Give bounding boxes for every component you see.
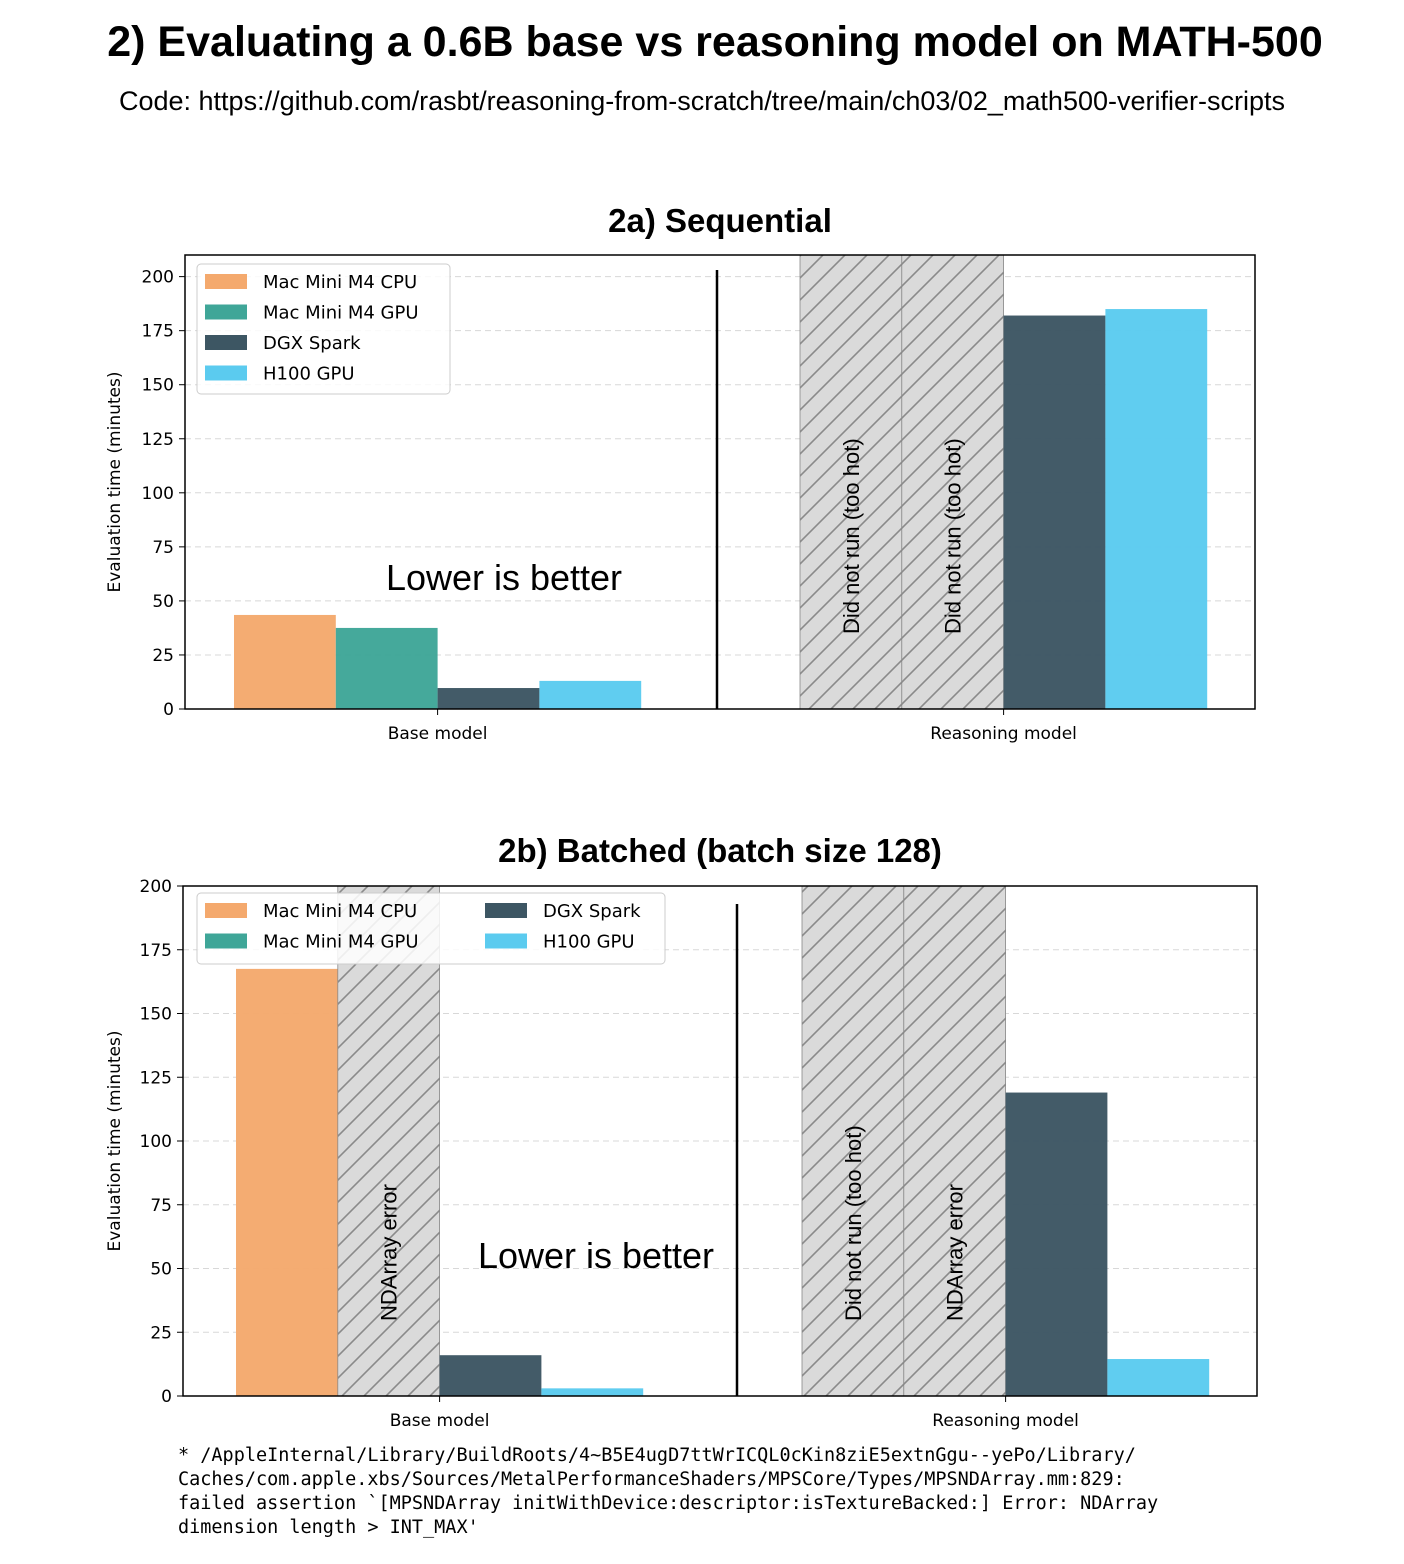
- y-tick-label: 125: [142, 430, 174, 450]
- bar: [1005, 1092, 1108, 1396]
- legend-swatch: [205, 335, 247, 350]
- chart-title: 2a) Sequential: [608, 202, 832, 239]
- legend-label: H100 GPU: [543, 932, 635, 953]
- bar: [439, 1355, 542, 1396]
- bar-annotation: NDArray error: [943, 1184, 968, 1321]
- y-tick-label: 200: [142, 268, 174, 288]
- y-tick-label: 175: [140, 941, 172, 961]
- y-tick-label: 0: [161, 1387, 172, 1407]
- y-tick-label: 100: [140, 1132, 172, 1152]
- legend-swatch: [205, 304, 247, 320]
- bar-annotation: Did not run (too hot): [841, 1125, 866, 1321]
- bar: [234, 614, 336, 709]
- y-tick-label: 75: [152, 538, 174, 558]
- bar: [539, 680, 642, 709]
- legend-swatch: [485, 933, 527, 949]
- chart-1: 2a) Sequential 0 25 50 75 100 125 150 175 200 Eval…: [105, 202, 1256, 744]
- legend-label: Mac Mini M4 CPU: [263, 901, 417, 922]
- axes-frame: [182, 885, 1258, 1397]
- bar: [1105, 309, 1208, 709]
- legend-swatch: [485, 903, 527, 918]
- x-tick-label: Reasoning model: [930, 724, 1077, 744]
- legend: Mac Mini M4 CPU Mac Mini M4 GPU DGX Spark H…: [196, 892, 666, 965]
- legend-label: Mac Mini M4 CPU: [263, 272, 417, 293]
- y-tick-label: 200: [140, 877, 172, 897]
- x-tick-label: Base model: [390, 1411, 490, 1431]
- x-tick-label: Base model: [388, 724, 488, 744]
- legend-frame: [196, 263, 451, 395]
- legend-label: DGX Spark: [543, 901, 641, 922]
- y-tick-label: 175: [142, 322, 174, 342]
- bar-annotation: Did not run (too hot): [839, 438, 864, 634]
- figure-title: 2) Evaluating a 0.6B base vs reasoning m…: [107, 18, 1323, 66]
- y-tick-label: 50: [150, 1260, 172, 1280]
- legend: Mac Mini M4 CPU Mac Mini M4 GPU DGX Spark H…: [196, 263, 451, 395]
- y-tick-label: 25: [152, 646, 174, 666]
- hatched-bar: [801, 885, 905, 1397]
- bar: [1107, 1359, 1210, 1396]
- y-tick-label: 75: [150, 1196, 172, 1216]
- hatched-bar: [337, 885, 440, 1397]
- chart-2: 2b) Batched (batch size 128) 0 25 50 75 100 12…: [105, 832, 1258, 1431]
- legend-frame: [196, 892, 666, 965]
- note-lower-is-better: Lower is better: [386, 557, 622, 598]
- footnote: * /AppleInternal/Library/BuildRoots/4~B5…: [178, 1445, 1159, 1538]
- y-tick-label: 25: [150, 1323, 172, 1343]
- legend-label: DGX Spark: [263, 333, 361, 354]
- bar: [437, 688, 540, 709]
- chart-title: 2b) Batched (batch size 128): [498, 832, 942, 869]
- legend-swatch: [205, 365, 247, 381]
- legend-swatch: [205, 903, 247, 918]
- legend-label: H100 GPU: [263, 364, 355, 385]
- hatched-bar: [903, 885, 1006, 1397]
- bar: [236, 968, 338, 1396]
- figure-subtitle: Code: https://github.com/rasbt/reasoning…: [118, 86, 1285, 116]
- hatched-bar: [901, 254, 1004, 710]
- legend-swatch: [205, 274, 247, 289]
- y-tick-label: 100: [142, 484, 174, 504]
- y-tick-label: 50: [152, 592, 174, 612]
- y-tick-label: 125: [140, 1068, 172, 1088]
- hatched-bar: [799, 254, 903, 710]
- legend-label: Mac Mini M4 GPU: [263, 932, 419, 953]
- legend-label: Mac Mini M4 GPU: [263, 303, 419, 324]
- bar-annotation: Did not run (too hot): [941, 438, 966, 634]
- axes-frame: [184, 254, 1256, 710]
- bar: [1003, 315, 1106, 709]
- y-tick-label: 150: [142, 376, 174, 396]
- x-tick-label: Reasoning model: [932, 1411, 1079, 1431]
- bar-annotation: NDArray error: [377, 1184, 402, 1321]
- y-axis-label: Evaluation time (minutes): [105, 372, 125, 593]
- note-lower-is-better: Lower is better: [478, 1235, 714, 1276]
- y-tick-label: 0: [163, 700, 174, 720]
- bar: [335, 627, 438, 709]
- y-tick-label: 150: [140, 1005, 172, 1025]
- y-axis-label: Evaluation time (minutes): [105, 1031, 125, 1252]
- legend-swatch: [205, 933, 247, 949]
- bar: [541, 1388, 644, 1396]
